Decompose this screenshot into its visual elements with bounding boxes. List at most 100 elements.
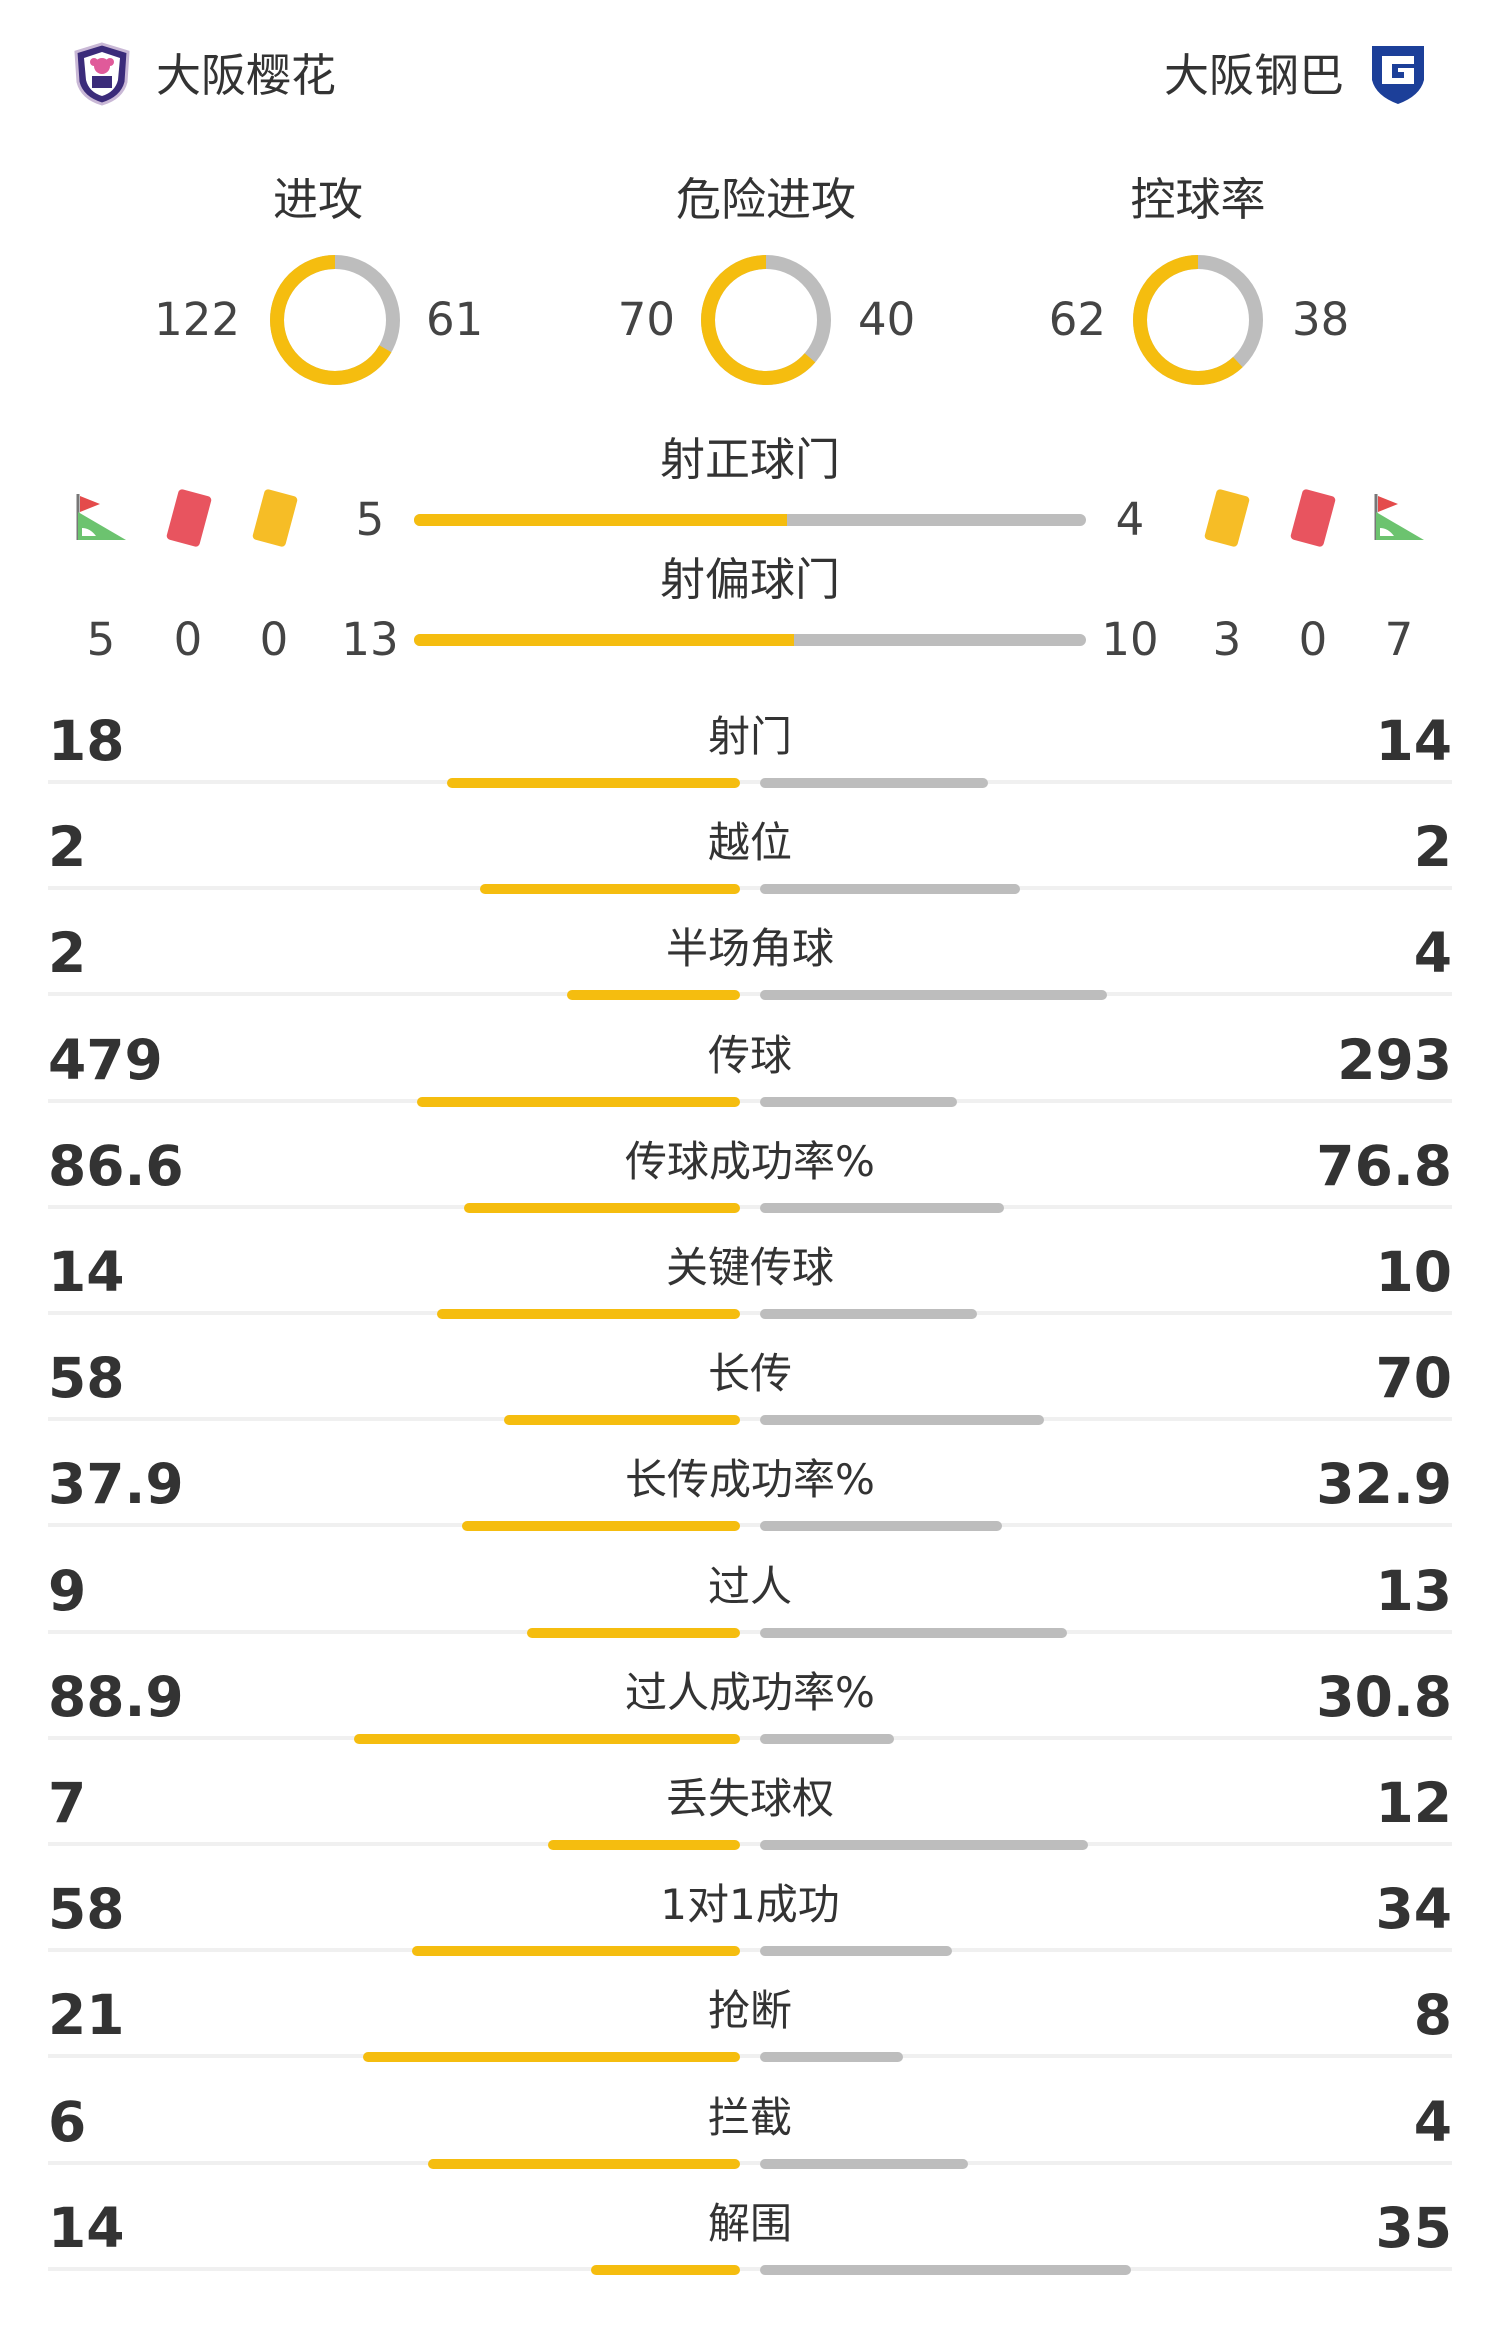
shots-on-target-away: 4 xyxy=(1115,493,1145,546)
stat-track xyxy=(48,1630,1452,1634)
stat-label: 传球 xyxy=(707,1031,792,1080)
shots-on-target-title: 射正球门 xyxy=(659,433,840,486)
stat-label: 抢断 xyxy=(707,1986,792,2035)
stat-row: 18 射门 14 xyxy=(48,706,1452,812)
donut-home-arc xyxy=(270,255,400,385)
stat-track xyxy=(48,2161,1452,2165)
stat-away-bar xyxy=(760,1521,1002,1531)
stat-row: 37.9 长传成功率% 32.9 xyxy=(48,1449,1452,1555)
stat-home-bar xyxy=(447,778,740,788)
home-red-card-icon xyxy=(166,489,212,547)
away-yellow-card-icon xyxy=(1204,489,1250,547)
stat-track xyxy=(48,1205,1452,1209)
stat-home-value: 7 xyxy=(48,1771,87,1835)
stat-away-bar xyxy=(760,1946,952,1956)
stat-label: 射门 xyxy=(707,712,792,761)
stat-home-bar xyxy=(354,1734,740,1744)
stat-away-bar xyxy=(760,2159,968,2169)
home-corners-count: 5 xyxy=(86,613,116,666)
stat-away-value: 293 xyxy=(1337,1028,1452,1092)
stat-row: 6 拦截 4 xyxy=(48,2087,1452,2193)
stat-away-value: 70 xyxy=(1375,1346,1452,1410)
stat-home-value: 2 xyxy=(48,921,87,985)
stat-away-bar xyxy=(760,990,1107,1000)
stat-label: 长传 xyxy=(707,1349,792,1398)
stat-away-value: 8 xyxy=(1413,1983,1452,2047)
donut-home-arc xyxy=(1133,255,1263,385)
stat-home-bar xyxy=(591,2265,740,2275)
stat-label: 1对1成功 xyxy=(660,1880,840,1929)
stat-home-value: 88.9 xyxy=(48,1665,184,1729)
donut-away-value: 38 xyxy=(1292,293,1350,346)
stat-track xyxy=(48,2267,1452,2271)
stat-home-value: 2 xyxy=(48,815,87,879)
stat-home-bar xyxy=(480,884,740,894)
stat-label: 长传成功率% xyxy=(625,1455,875,1504)
donut-home-arc xyxy=(701,255,831,385)
stat-away-value: 13 xyxy=(1375,1559,1452,1623)
home-team-name[interactable]: 大阪樱花 xyxy=(156,49,337,102)
stat-label: 过人 xyxy=(707,1562,792,1611)
stat-row: 2 越位 2 xyxy=(48,812,1452,918)
stat-away-bar xyxy=(760,1309,977,1319)
stat-home-value: 86.6 xyxy=(48,1134,184,1198)
stat-away-bar xyxy=(760,884,1020,894)
away-team-logo-icon xyxy=(1368,42,1428,106)
stat-away-bar xyxy=(760,1203,1004,1213)
shots-off-target-away: 10 xyxy=(1101,613,1159,666)
stat-home-bar xyxy=(527,1628,740,1638)
stat-home-value: 14 xyxy=(48,2196,125,2260)
donut-home-value: 122 xyxy=(154,293,240,346)
stat-home-bar xyxy=(464,1203,740,1213)
shots-off-target-bar xyxy=(414,634,1086,646)
donut-title-possession: 控球率 xyxy=(1130,173,1266,226)
stat-row: 9 过人 13 xyxy=(48,1556,1452,1662)
home-team-logo-icon xyxy=(72,42,132,106)
stat-home-value: 9 xyxy=(48,1559,87,1623)
stat-away-value: 4 xyxy=(1413,921,1452,985)
stat-away-bar xyxy=(760,1840,1088,1850)
stat-track xyxy=(48,992,1452,996)
stat-track xyxy=(48,1311,1452,1315)
stat-away-value: 10 xyxy=(1375,1240,1452,1304)
stat-label: 关键传球 xyxy=(665,1243,834,1292)
home-yellow-cards-count: 0 xyxy=(259,613,289,666)
donut-title-attack: 进攻 xyxy=(272,173,363,226)
away-red-cards-count: 0 xyxy=(1298,613,1328,666)
stat-home-bar xyxy=(548,1840,740,1850)
stat-row: 58 长传 70 xyxy=(48,1343,1452,1449)
away-yellow-cards-count: 3 xyxy=(1212,613,1242,666)
stat-away-bar xyxy=(760,778,988,788)
donut-away-value: 61 xyxy=(426,293,484,346)
stat-label: 越位 xyxy=(707,818,792,867)
stat-label: 解围 xyxy=(707,2199,792,2248)
away-corners-count: 7 xyxy=(1384,613,1414,666)
shots-off-target-title: 射偏球门 xyxy=(659,553,840,606)
stat-home-bar xyxy=(417,1097,740,1107)
stat-away-bar xyxy=(760,1415,1044,1425)
shots-on-target-bar xyxy=(414,514,1086,526)
stat-row: 58 1对1成功 34 xyxy=(48,1874,1452,1980)
stat-away-value: 34 xyxy=(1375,1877,1452,1941)
stat-home-value: 58 xyxy=(48,1346,125,1410)
stat-away-bar xyxy=(760,2265,1131,2275)
stat-away-value: 32.9 xyxy=(1316,1452,1452,1516)
stat-track xyxy=(48,1736,1452,1740)
stat-row: 7 丢失球权 12 xyxy=(48,1768,1452,1874)
stat-label: 拦截 xyxy=(707,2093,792,2142)
stat-away-value: 30.8 xyxy=(1316,1665,1452,1729)
away-corner-flag-icon xyxy=(1374,494,1424,540)
away-team-name[interactable]: 大阪钢巴 xyxy=(1163,49,1344,102)
stat-away-value: 12 xyxy=(1375,1771,1452,1835)
away-red-card-icon xyxy=(1290,489,1336,547)
stat-home-bar xyxy=(412,1946,740,1956)
donut-home-value: 70 xyxy=(617,293,675,346)
stat-home-bar xyxy=(504,1415,740,1425)
stat-home-value: 14 xyxy=(48,1240,125,1304)
stat-away-value: 76.8 xyxy=(1316,1134,1452,1198)
stat-label: 丢失球权 xyxy=(665,1774,834,1823)
stat-home-bar xyxy=(567,990,740,1000)
home-corner-flag-icon xyxy=(76,494,126,540)
stat-track xyxy=(48,780,1452,784)
stat-row: 88.9 过人成功率% 30.8 xyxy=(48,1662,1452,1768)
